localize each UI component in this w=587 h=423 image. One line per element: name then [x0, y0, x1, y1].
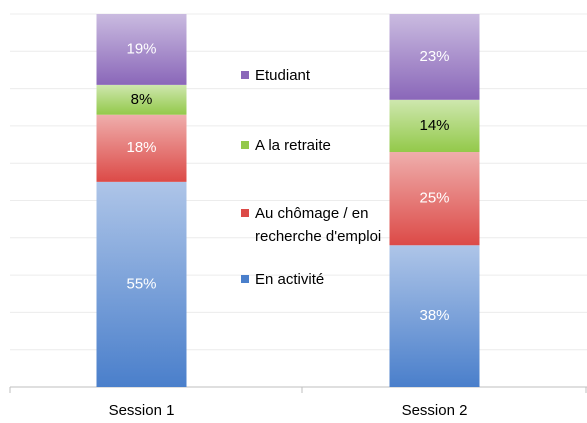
legend-label: Au chômage / en recherche d'emploi	[255, 205, 382, 245]
legend-swatch	[241, 275, 249, 283]
bar-segment	[96, 114, 187, 182]
bar-segment	[389, 152, 480, 246]
bar-segment	[96, 181, 187, 387]
data-label: 14%	[419, 117, 449, 134]
x-tick-label: Session 1	[109, 402, 175, 419]
bar-segment	[389, 14, 480, 100]
data-label: 55%	[126, 275, 156, 292]
data-label: 38%	[419, 307, 449, 324]
bar-segment	[96, 84, 187, 115]
legend-label: A la retraite	[255, 137, 331, 154]
data-label: 19%	[126, 40, 156, 57]
data-label: 23%	[419, 48, 449, 65]
bar-segment	[389, 99, 480, 153]
data-label: 18%	[126, 139, 156, 156]
data-label: 25%	[419, 190, 449, 207]
x-tick-label: Session 2	[402, 402, 468, 419]
legend-label: Etudiant	[255, 67, 311, 84]
legend-swatch	[241, 209, 249, 217]
legend-label: En activité	[255, 271, 325, 288]
bar-segment	[389, 245, 480, 387]
data-label: 8%	[131, 91, 153, 108]
legend-swatch	[241, 141, 249, 149]
legend-swatch	[241, 71, 249, 79]
bar-segment	[96, 14, 187, 85]
